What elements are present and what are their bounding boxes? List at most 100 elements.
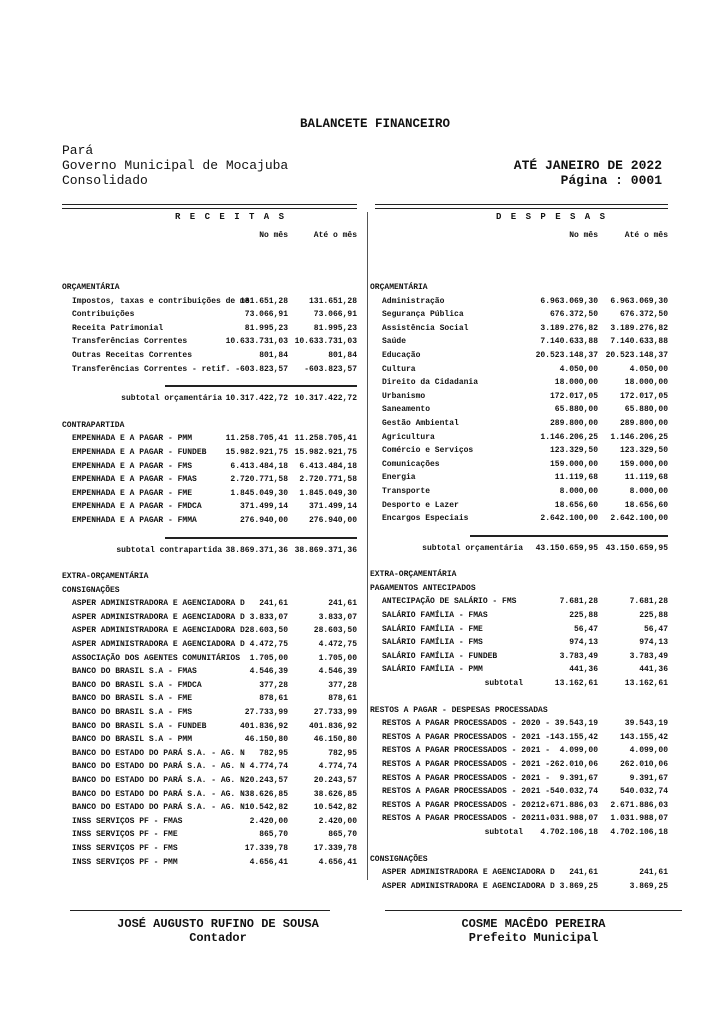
value-month: 20.523.148,37	[535, 350, 598, 360]
value-month: 18.656,60	[554, 500, 598, 510]
value-month: 15.982.921,75	[225, 447, 288, 457]
value-ytd: 4.472,75	[318, 640, 357, 650]
row-label: Saúde	[382, 337, 407, 347]
row-label: ASPER ADMINISTRADORA E AGENCIADORA D	[72, 626, 245, 636]
value-ytd: 39.543,19	[624, 719, 668, 729]
signature-name: COSME MACÊDO PEREIRA	[461, 917, 606, 931]
row-label: INSS SERVIÇOS PF - FME	[72, 830, 178, 840]
table-row: ASPER ADMINISTRADORA E AGENCIADORA D 28.6…	[0, 624, 367, 638]
value-month: 143.155,42	[549, 732, 598, 742]
value-ytd: -603.823,57	[304, 364, 357, 374]
row-label: Outras Receitas Correntes	[72, 350, 193, 360]
row-label: BANCO DO BRASIL S.A - FMS	[72, 708, 193, 718]
row-label: ASPER ADMINISTRADORA E AGENCIADORA D	[382, 868, 555, 878]
value-month: 2.642.100,00	[540, 514, 598, 524]
row-label: EXTRA-ORÇAMENTÁRIA	[370, 570, 457, 580]
row-label: RESTOS A PAGAR PROCESSADOS - 2020 -	[382, 719, 551, 729]
table-row: Desporto e Lazer 18.656,60 18.656,60	[367, 499, 724, 513]
table-row: ASPER ADMINISTRADORA E AGENCIADORA D 3.86…	[367, 880, 724, 894]
value-month: 13.162,61	[554, 679, 598, 689]
subtotal-row: subtotal orçamentária 43.150.659,95 43.150…	[367, 534, 724, 556]
row-label: Agricultura	[382, 432, 435, 442]
row-label: RESTOS A PAGAR PROCESSADOS - 2021 -	[382, 732, 551, 742]
top-rule-left	[62, 204, 357, 209]
section-heading: CONTRAPARTIDA	[0, 419, 367, 433]
section-heading: RESTOS A PAGAR - DESPESAS PROCESSADAS	[367, 704, 724, 718]
value-ytd: 782,95	[328, 748, 357, 758]
receitas-heading: R E C E I T A S	[175, 212, 287, 222]
table-row: RESTOS A PAGAR PROCESSADOS - 2021 -540.0…	[367, 785, 724, 799]
row-label: Gestão Ambiental	[382, 418, 459, 428]
row-label: EXTRA-ORÇAMENTÁRIA	[62, 572, 149, 582]
receitas-table: ORÇAMENTÁRIA Impostos, taxas e contribuiç…	[0, 281, 367, 869]
row-label: EMPENHADA E A PAGAR - FMAS	[72, 475, 197, 485]
value-ytd: 1.705,00	[318, 653, 357, 663]
value-ytd: 2.671.886,03	[610, 800, 668, 810]
despesas-table: ORÇAMENTÁRIA Administração 6.963.069,30 6.9…	[367, 281, 724, 893]
table-row: ASPER ADMINISTRADORA E AGENCIADORA D 241,…	[367, 866, 724, 880]
table-row: Transferências Correntes - retif. - -603.…	[0, 363, 367, 377]
value-month: 1.146.206,25	[540, 432, 598, 442]
value-month: 20.243,57	[244, 776, 288, 785]
table-row: EMPENHADA E A PAGAR - FME 1.845.049,30 1.8…	[0, 487, 367, 501]
row-label: INSS SERVIÇOS PF - FMAS	[72, 816, 183, 826]
table-row: RESTOS A PAGAR PROCESSADOS - 2021 - 9.391…	[367, 772, 724, 786]
table-row: Impostos, taxas e contribuições de me 131…	[0, 295, 367, 309]
value-ytd: 289.800,00	[619, 418, 668, 428]
table-row: BANCO DO ESTADO DO PARÁ S.A. - AG. N 4.77…	[0, 760, 367, 774]
value-ytd: 7.681,28	[629, 597, 668, 607]
table-row: Gestão Ambiental 289.800,00 289.800,00	[367, 417, 724, 431]
value-month: -603.823,57	[235, 364, 288, 374]
value-month: 73.066,91	[244, 310, 288, 320]
table-row: EMPENHADA E A PAGAR - FMMA 276.940,00 276.…	[0, 514, 367, 528]
signature-block-accountant: JOSÉ AUGUSTO RUFINO DE SOUSA Contador	[70, 917, 366, 945]
value-ytd: 3.833,07	[318, 612, 357, 622]
value-ytd: 3.189.276,82	[610, 323, 668, 333]
value-month: 865,70	[259, 830, 288, 840]
value-month: 28.603,50	[244, 626, 288, 636]
value-month: 3.189.276,82	[540, 323, 598, 333]
table-row: RESTOS A PAGAR PROCESSADOS - 2020 - 39.54…	[367, 717, 724, 731]
row-label: Cultura	[382, 364, 416, 374]
section-heading: ORÇAMENTÁRIA	[367, 281, 724, 295]
value-ytd: 225,88	[639, 611, 668, 621]
value-month: 46.150,80	[244, 735, 288, 745]
value-month: 6.963.069,30	[540, 296, 598, 306]
row-label: ANTECIPAÇÃO DE SALÁRIO - FMS	[382, 597, 517, 607]
value-ytd: 4.099,00	[629, 746, 668, 756]
row-label: Energia	[382, 473, 416, 483]
row-label: ASPER ADMINISTRADORA E AGENCIADORA D	[72, 612, 245, 622]
table-row: BANCO DO BRASIL S.A - FUNDEB 401.836,92 40…	[0, 720, 367, 734]
column-divider	[367, 212, 368, 880]
section-heading: PAGAMENTOS ANTECIPADOS	[367, 582, 724, 596]
value-ytd: 276.940,00	[308, 515, 357, 525]
table-row: SALÁRIO FAMÍLIA - FMAS 225,88 225,88	[367, 609, 724, 623]
value-month: 7.140.633,88	[540, 337, 598, 347]
row-label: BANCO DO ESTADO DO PARÁ S.A. - AG. N	[72, 789, 245, 799]
table-row: Administração 6.963.069,30 6.963.069,30	[367, 295, 724, 309]
value-ytd: 11.119,68	[624, 473, 668, 483]
table-row: SALÁRIO FAMÍLIA - PMM 441,36 441,36	[367, 663, 724, 677]
row-label: Urbanismo	[382, 391, 426, 401]
row-label: RESTOS A PAGAR PROCESSADOS - 2021 -	[382, 787, 551, 797]
value-month: 7.681,28	[559, 597, 598, 607]
section-heading: ORÇAMENTÁRIA	[0, 281, 367, 295]
table-row: INSS SERVIÇOS PF - FME 865,70 865,70	[0, 828, 367, 842]
row-label: Encargos Especiais	[382, 514, 469, 524]
value-month: 65.880,00	[554, 405, 598, 415]
value-ytd: 9.391,67	[629, 773, 668, 783]
value-ytd: 73.066,91	[313, 310, 357, 320]
row-label: Educação	[382, 350, 421, 360]
value-month: 10.542,82	[244, 803, 288, 813]
value-month: 8.000,00	[559, 486, 598, 496]
table-row: Energia 11.119,68 11.119,68	[367, 471, 724, 485]
report-title: BALANCETE FINANCEIRO	[299, 117, 451, 131]
row-label: ASPER ADMINISTRADORA E AGENCIADORA D	[382, 881, 555, 891]
value-ytd: 46.150,80	[313, 735, 357, 745]
row-label: ASSOCIAÇÃO DOS AGENTES COMUNITÁRIOS	[72, 653, 241, 663]
table-row: BANCO DO BRASIL S.A - FME 878,61 878,61	[0, 692, 367, 706]
row-label: BANCO DO BRASIL S.A - PMM	[72, 735, 193, 745]
value-month: 3.833,07	[249, 612, 288, 622]
value-month: 131.651,28	[239, 296, 288, 306]
row-label: SALÁRIO FAMÍLIA - FME	[382, 624, 483, 634]
